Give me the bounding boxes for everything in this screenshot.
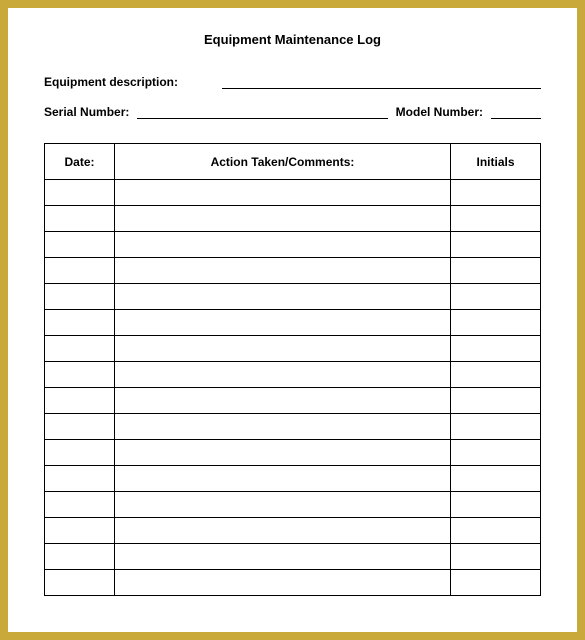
serial-number-line <box>137 105 387 119</box>
column-header-date: Date: <box>45 144 115 180</box>
equipment-description-label: Equipment description: <box>44 75 178 89</box>
table-row <box>45 492 541 518</box>
cell-action <box>115 466 451 492</box>
table-header-row: Date: Action Taken/Comments: Initials <box>45 144 541 180</box>
table-row <box>45 388 541 414</box>
equipment-description-line <box>222 75 541 89</box>
table-row <box>45 544 541 570</box>
cell-date <box>45 206 115 232</box>
cell-date <box>45 440 115 466</box>
cell-date <box>45 388 115 414</box>
equipment-description-field: Equipment description: <box>44 75 541 89</box>
cell-action <box>115 388 451 414</box>
cell-initials <box>451 440 541 466</box>
cell-date <box>45 284 115 310</box>
cell-date <box>45 466 115 492</box>
cell-action <box>115 336 451 362</box>
cell-date <box>45 570 115 596</box>
cell-initials <box>451 414 541 440</box>
cell-initials <box>451 388 541 414</box>
table-row <box>45 284 541 310</box>
page-title: Equipment Maintenance Log <box>44 32 541 47</box>
cell-initials <box>451 284 541 310</box>
cell-date <box>45 362 115 388</box>
table-row <box>45 206 541 232</box>
cell-action <box>115 518 451 544</box>
cell-date <box>45 518 115 544</box>
cell-date <box>45 180 115 206</box>
cell-action <box>115 180 451 206</box>
table-row <box>45 232 541 258</box>
cell-action <box>115 362 451 388</box>
cell-initials <box>451 310 541 336</box>
table-row <box>45 362 541 388</box>
cell-date <box>45 310 115 336</box>
cell-initials <box>451 232 541 258</box>
cell-action <box>115 492 451 518</box>
cell-action <box>115 232 451 258</box>
column-header-initials: Initials <box>451 144 541 180</box>
table-row <box>45 466 541 492</box>
cell-initials <box>451 180 541 206</box>
table-row <box>45 180 541 206</box>
cell-action <box>115 284 451 310</box>
cell-date <box>45 336 115 362</box>
serial-number-label: Serial Number: <box>44 105 129 119</box>
cell-initials <box>451 362 541 388</box>
cell-initials <box>451 206 541 232</box>
cell-initials <box>451 570 541 596</box>
document-page: Equipment Maintenance Log Equipment desc… <box>8 8 577 632</box>
cell-action <box>115 206 451 232</box>
table-row <box>45 336 541 362</box>
model-number-label: Model Number: <box>396 105 483 119</box>
cell-action <box>115 440 451 466</box>
table-row <box>45 440 541 466</box>
maintenance-log-table: Date: Action Taken/Comments: Initials <box>44 143 541 596</box>
table-row <box>45 414 541 440</box>
cell-date <box>45 232 115 258</box>
cell-date <box>45 258 115 284</box>
cell-date <box>45 414 115 440</box>
cell-initials <box>451 466 541 492</box>
cell-initials <box>451 518 541 544</box>
cell-date <box>45 492 115 518</box>
column-header-action: Action Taken/Comments: <box>115 144 451 180</box>
table-body <box>45 180 541 596</box>
cell-initials <box>451 544 541 570</box>
cell-initials <box>451 258 541 284</box>
cell-action <box>115 310 451 336</box>
cell-action <box>115 570 451 596</box>
table-row <box>45 518 541 544</box>
cell-initials <box>451 492 541 518</box>
cell-action <box>115 414 451 440</box>
table-row <box>45 310 541 336</box>
cell-date <box>45 544 115 570</box>
table-row <box>45 258 541 284</box>
serial-model-row: Serial Number: Model Number: <box>44 105 541 119</box>
cell-action <box>115 544 451 570</box>
model-number-line <box>491 105 541 119</box>
cell-initials <box>451 336 541 362</box>
table-row <box>45 570 541 596</box>
cell-action <box>115 258 451 284</box>
